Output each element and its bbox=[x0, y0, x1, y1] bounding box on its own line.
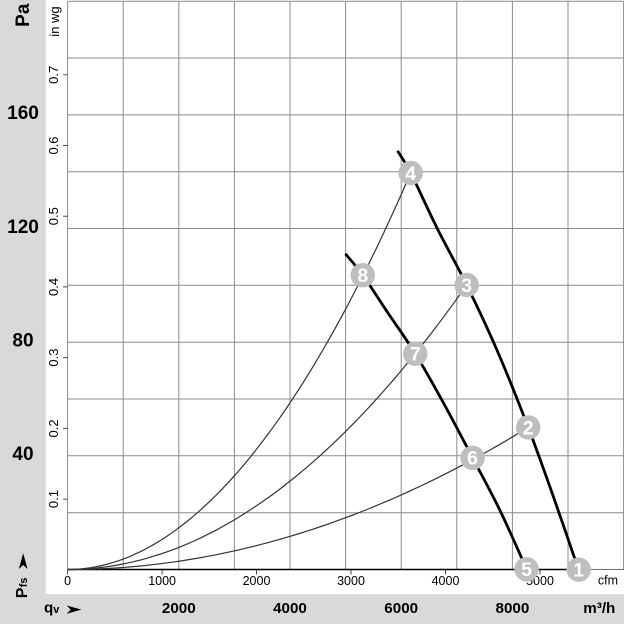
svg-text:6: 6 bbox=[467, 448, 478, 470]
svg-text:4: 4 bbox=[405, 163, 416, 185]
svg-text:0.1: 0.1 bbox=[46, 490, 61, 508]
svg-text:P: P bbox=[14, 587, 31, 598]
svg-text:0.3: 0.3 bbox=[46, 349, 61, 367]
svg-text:2000: 2000 bbox=[243, 574, 271, 588]
svg-text:0.6: 0.6 bbox=[46, 136, 61, 154]
svg-text:160: 160 bbox=[7, 103, 39, 124]
svg-text:8: 8 bbox=[357, 265, 368, 287]
svg-text:4000: 4000 bbox=[432, 574, 460, 588]
svg-text:40: 40 bbox=[12, 444, 33, 465]
svg-text:1: 1 bbox=[573, 560, 584, 582]
svg-text:in wg: in wg bbox=[47, 6, 62, 36]
svg-text:6000: 6000 bbox=[384, 600, 418, 617]
svg-text:4000: 4000 bbox=[273, 600, 307, 617]
svg-text:Pa: Pa bbox=[13, 3, 34, 27]
svg-text:3: 3 bbox=[461, 275, 472, 297]
svg-text:1000: 1000 bbox=[148, 574, 176, 588]
svg-text:0.7: 0.7 bbox=[46, 66, 61, 84]
svg-text:cfm: cfm bbox=[598, 574, 618, 588]
svg-text:qv: qv bbox=[44, 600, 60, 617]
svg-text:0.2: 0.2 bbox=[46, 419, 61, 437]
svg-text:0: 0 bbox=[64, 574, 71, 588]
svg-text:m³/h: m³/h bbox=[583, 600, 615, 617]
svg-text:80: 80 bbox=[12, 330, 33, 351]
svg-text:0.4: 0.4 bbox=[46, 278, 61, 296]
svg-text:5: 5 bbox=[521, 559, 532, 581]
svg-text:fs: fs bbox=[18, 578, 30, 588]
svg-text:0.5: 0.5 bbox=[46, 207, 61, 225]
svg-text:7: 7 bbox=[410, 344, 421, 366]
svg-text:3000: 3000 bbox=[337, 574, 365, 588]
svg-text:8000: 8000 bbox=[496, 600, 530, 617]
svg-text:120: 120 bbox=[7, 217, 39, 238]
svg-text:2: 2 bbox=[523, 417, 534, 439]
svg-text:2000: 2000 bbox=[162, 600, 196, 617]
